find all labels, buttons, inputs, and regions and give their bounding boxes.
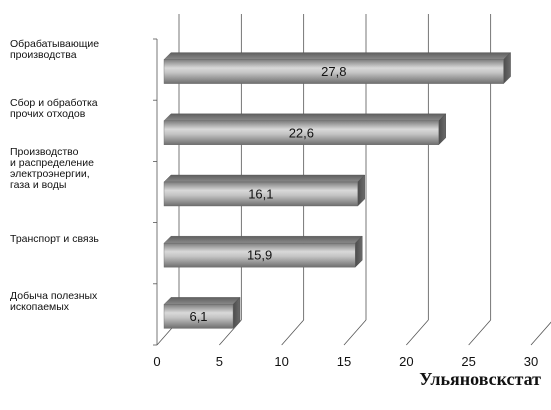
bar-top-face [163,52,512,60]
bar: 6,1 [163,296,241,329]
gridline-floor [343,319,367,346]
bar-top-face [163,297,241,305]
gridline-floor [406,319,429,346]
bar-front-face [163,181,358,207]
bar-front-face [163,120,439,146]
bar-value-label: 27,8 [321,64,346,79]
gridline-floor [530,321,551,346]
category-label-line: Обрабатывающие [10,38,100,50]
x-tick-label: 0 [153,354,160,369]
category-label: Сбор и обработка прочих отходов [10,98,160,120]
category-label-line: ископаемых [10,301,70,313]
x-tick-label: 20 [399,354,413,369]
category-label-line: прочих отходов [10,108,86,120]
x-axis-ticks: 0 5 10 15 20 25 30 [153,354,538,369]
gridline-floor [281,319,304,346]
bar-top-face [163,113,447,122]
category-label: Добыча полезных ископаемых [10,291,160,313]
bar-top-face [163,235,363,244]
x-tick-label: 25 [461,354,475,369]
category-label-line: Добыча полезных [10,290,98,302]
bar-front-face [163,304,234,329]
x-tick-label: 10 [274,354,288,369]
category-label: Обрабатывающие производства [10,39,160,61]
category-label-line: электроэнергии, [10,168,90,180]
bar: 16,1 [163,174,366,207]
x-tick-label: 15 [337,354,351,369]
category-label-line: производства [10,49,77,61]
source-label: Ульяновскстат [419,369,541,389]
category-label-line: газа и воды [10,179,67,191]
bars: 27,8 22,6 16,1 15,9 6,1 [163,52,512,329]
x-tick-label: 5 [216,354,223,369]
bar: 22,6 [163,113,447,146]
category-label-line: Производство [10,146,79,158]
category-label: Транспорт и связь [10,234,160,245]
bar-value-label: 16,1 [248,187,273,202]
category-label-line: и распределение [10,157,94,169]
category-label-line: Сбор и обработка [10,97,98,109]
bar-value-label: 6,1 [189,309,207,324]
bar-front-face [163,242,356,268]
x-tick-label: 30 [524,354,538,369]
bar: 27,8 [163,52,512,85]
bar-value-label: 22,6 [289,125,314,140]
gridline-floor [468,319,491,346]
bar-value-label: 15,9 [247,248,272,263]
bar: 15,9 [163,235,363,268]
bar-top-face [163,174,366,183]
category-label-line: Транспорт и связь [10,233,99,245]
gridline-floor [219,319,242,346]
category-label: Производство и распределение электроэнерги… [10,147,160,191]
bar-front-face [163,59,504,84]
